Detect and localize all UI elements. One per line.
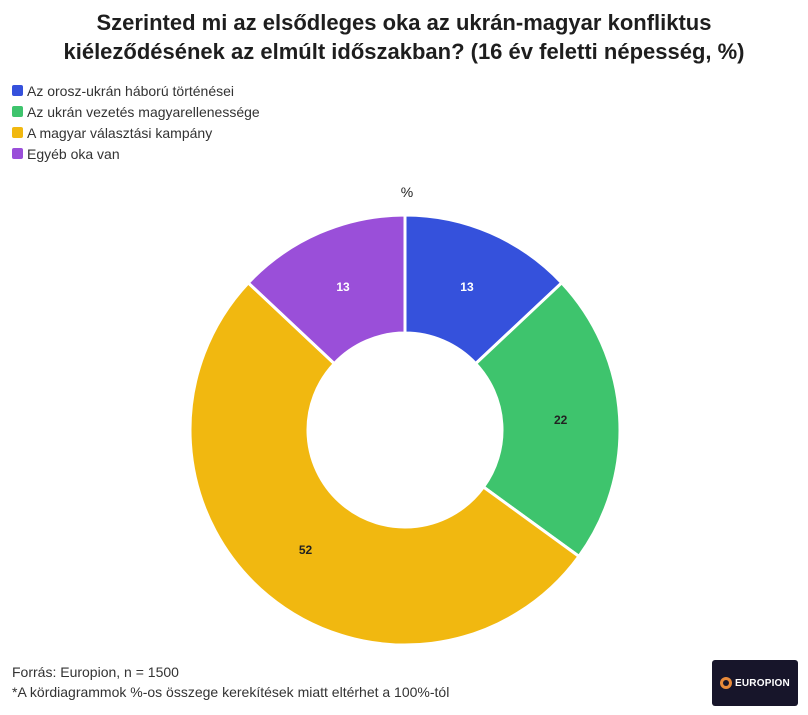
donut-slice	[246, 213, 407, 366]
slice-value-label: 22	[554, 413, 568, 427]
legend-swatch	[12, 148, 23, 159]
legend-item: Egyéb oka van	[12, 143, 260, 164]
source-text: Forrás: Europion, n = 1500	[12, 664, 179, 680]
legend-label: A magyar választási kampány	[27, 124, 213, 141]
footnote-text: *A kördiagrammok %-os összege kerekítése…	[12, 684, 450, 700]
slice-value-label: 13	[336, 280, 350, 294]
chart-title-line2: kiéleződésének az elmúlt időszakban? (16…	[63, 39, 745, 64]
donut-slice	[188, 280, 582, 647]
legend-label: Egyéb oka van	[27, 145, 120, 162]
donut-slice	[403, 213, 564, 366]
legend-label: Az ukrán vezetés magyarellenessége	[27, 103, 260, 120]
legend-swatch	[12, 85, 23, 96]
legend-label: Az orosz-ukrán háború történései	[27, 82, 234, 99]
slice-value-label: 13	[460, 280, 474, 294]
slice-value-label: 52	[299, 543, 313, 557]
legend-swatch	[12, 127, 23, 138]
unit-label: %	[400, 184, 414, 200]
legend-item: Az ukrán vezetés magyarellenessége	[12, 101, 260, 122]
chart-title-line1: Szerinted mi az elsődleges oka az ukrán-…	[96, 10, 712, 35]
logo-mark-icon	[720, 677, 733, 689]
legend-item: Az orosz-ukrán háború történései	[12, 80, 260, 101]
donut-slice	[473, 280, 622, 559]
legend: Az orosz-ukrán háború történései Az ukrá…	[12, 80, 260, 164]
legend-swatch	[12, 106, 23, 117]
europion-logo: EUROPION	[712, 660, 798, 706]
logo-text: EUROPION	[735, 677, 790, 689]
chart-title: Szerinted mi az elsődleges oka az ukrán-…	[0, 8, 808, 66]
legend-item: A magyar választási kampány	[12, 122, 260, 143]
